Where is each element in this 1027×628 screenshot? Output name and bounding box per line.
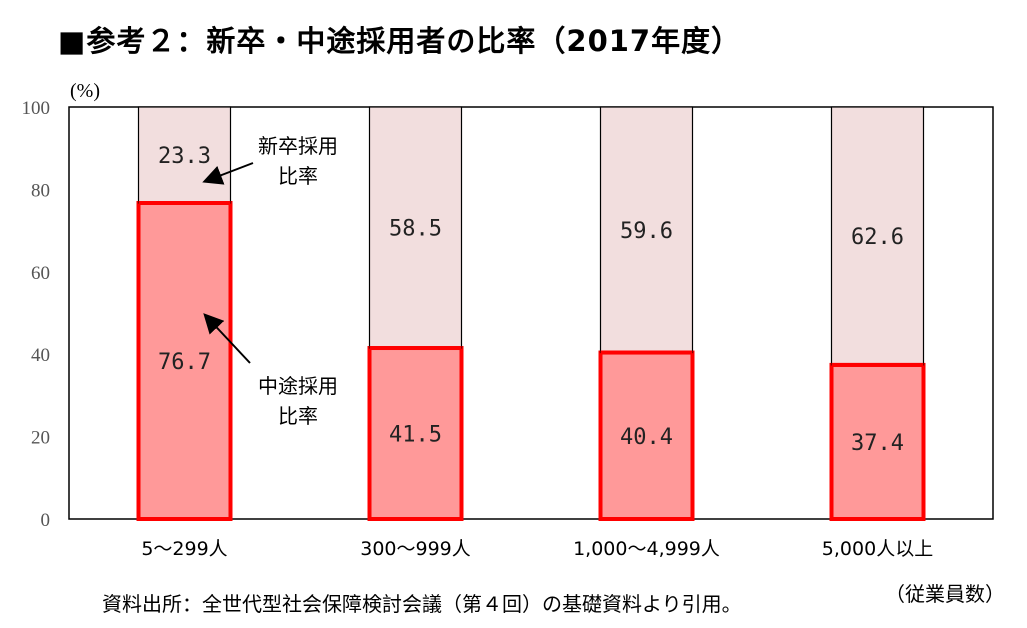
data-label-new-grad: 59.6 <box>620 219 673 244</box>
annotation-mid-career-line2: 比率 <box>278 404 318 428</box>
data-label-mid-career: 76.7 <box>158 350 211 375</box>
y-tick-label: 100 <box>22 98 51 119</box>
x-category-label: 300〜999人 <box>360 538 471 560</box>
annotation-arrow-new-grad <box>202 162 254 185</box>
annotation-arrow-mid-career <box>203 313 251 364</box>
data-label-new-grad: 23.3 <box>158 144 211 169</box>
y-unit-label: (%) <box>70 80 100 102</box>
source-note: 資料出所：全世代型社会保障検討会議（第４回）の基礎資料より引用。 <box>102 592 742 616</box>
x-unit-label: （従業員数） <box>885 582 1005 606</box>
x-category-label: 1,000〜4,999人 <box>573 538 720 560</box>
y-tick-label: 60 <box>31 263 50 284</box>
y-tick-label: 40 <box>31 345 50 366</box>
bar-mid-career <box>598 350 695 521</box>
bars-group: 76.7 23.3 41.5 58.5 40.4 59.6 37.4 62.6 <box>136 106 926 521</box>
x-axis: 5〜299人 300〜999人 1,000〜4,999人 5,000人以上 <box>141 538 933 560</box>
x-category-label: 5,000人以上 <box>822 538 933 560</box>
annotation-new-grad-line2: 比率 <box>278 164 318 188</box>
data-label-mid-career: 37.4 <box>851 431 904 456</box>
data-label-new-grad: 62.6 <box>851 225 904 250</box>
bar-new-grad <box>830 106 925 366</box>
y-tick-label: 80 <box>31 180 50 201</box>
annotation-new-grad-line1: 新卒採用 <box>258 134 338 158</box>
data-label-mid-career: 41.5 <box>389 423 442 448</box>
data-label-mid-career: 40.4 <box>620 425 673 450</box>
bar-new-grad <box>599 106 694 354</box>
data-label-new-grad: 58.5 <box>389 217 442 242</box>
bar-new-grad <box>368 106 463 349</box>
annotation-mid-career-line1: 中途採用 <box>258 374 338 398</box>
bar-mid-career <box>829 362 926 521</box>
chart-title: ■参考２：新卒・中途採用者の比率（2017年度） <box>58 24 742 58</box>
x-category-label: 5〜299人 <box>141 538 227 560</box>
bar-mid-career <box>367 346 464 521</box>
y-tick-label: 0 <box>41 510 51 531</box>
y-axis: 0 20 40 60 80 100 <box>22 98 51 531</box>
y-tick-label: 20 <box>31 428 50 449</box>
